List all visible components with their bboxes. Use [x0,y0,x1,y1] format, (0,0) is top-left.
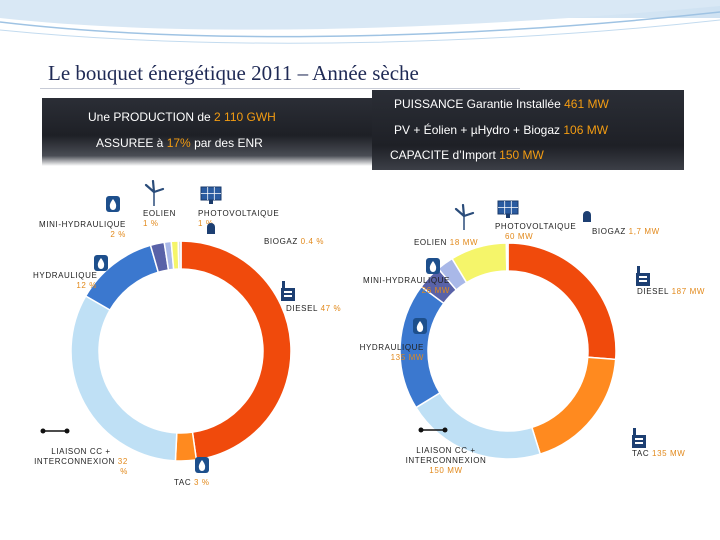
left-label-diesel: DIESEL 47 % [286,304,341,314]
label-value: 32 [117,457,128,466]
right-label-mini-hydraulique: MINI-HYDRAULIQUE 26 MW [350,276,450,296]
label-value: 18 MW [449,238,479,247]
label-name: HYDRAULIQUE [359,343,424,352]
water-drop-icon [426,258,440,274]
label-name: MINI-HYDRAULIQUE [39,220,126,229]
production-slice-biogaz [177,240,182,270]
guaranteed-power-label: PUISSANCE Garantie Installée [394,97,561,111]
label-value: 1,7 MW [628,227,660,236]
label-name: EOLIEN [143,209,176,218]
label-value: 12 % [76,281,97,290]
solar-panel-icon [200,186,222,204]
import-capacity-label: CAPACITE d’Import [390,148,496,162]
import-capacity-value: 150 MW [499,148,544,162]
label-value-unit: % [120,467,128,476]
label-name: HYDRAULIQUE [33,271,98,280]
biogas-tank-icon [583,211,591,222]
capacity-summary-box: PUISSANCE Garantie Installée 461 MW PV +… [372,90,684,170]
label-value: 3 % [194,478,210,487]
diesel-plant-icon [281,281,295,301]
label-name: EOLIEN [414,238,447,247]
renewables-power-value: 106 MW [563,123,609,137]
enr-share-suffix: par des ENR [194,136,263,150]
label-name: MINI-HYDRAULIQUE [363,276,450,285]
import-capacity-line: CAPACITE d’Import 150 MW [390,148,544,162]
right-label-diesel: DIESEL 187 MW [637,287,705,297]
enr-share-line: ASSUREE à 17% par des ENR [96,136,263,150]
label-name-1: LIAISON CC + [416,446,476,455]
wind-turbine-icon [454,204,475,230]
label-name: BIOGAZ [592,227,626,236]
label-name: BIOGAZ [264,237,298,246]
water-drop-icon [413,318,427,334]
production-summary-box: Une PRODUCTION de 2 110 GWH ASSUREE à 17… [42,98,372,166]
left-label-liaison: LIAISON CC + INTERCONNEXION 32 % [30,447,132,477]
renewables-power-label: PV + Éolien + µHydro + Biogaz [394,123,561,137]
label-name: DIESEL [637,287,669,296]
label-value: 60 MW [505,232,534,241]
left-label-mini-hydraulique: MINI-HYDRAULIQUE 2 % [30,220,126,240]
water-drop-icon [106,196,120,212]
right-label-biogaz: BIOGAZ 1,7 MW [592,227,660,237]
label-name: PHOTOVOLTAIQUE [198,209,280,218]
label-value: 150 MW [429,466,463,475]
label-name: PHOTOVOLTAIQUE [495,222,577,231]
diesel-plant-icon [636,266,650,286]
label-name: DIESEL [286,304,318,313]
right-label-hydraulique: HYDRAULIQUE 135 MW [344,343,424,363]
left-label-tac: TAC 3 % [174,478,210,488]
right-label-liaison: LIAISON CC + INTERCONNEXION 150 MW [396,446,496,476]
label-value: 135 MW [652,449,686,458]
left-label-biogaz: BIOGAZ 0.4 % [264,237,324,247]
guaranteed-power-value: 461 MW [564,97,609,111]
production-line: Une PRODUCTION de 2 110 GWH [88,110,276,124]
capacity-slice-biogaz [505,242,509,272]
label-name: TAC [632,449,650,458]
water-drop-icon [94,255,108,271]
renewables-power-line: PV + Éolien + µHydro + Biogaz 106 MW [394,123,608,137]
capacity-slice-tac [530,356,617,456]
right-label-photovoltaique: PHOTOVOLTAIQUE 60 MW [495,222,576,242]
label-value: 135 MW [390,353,424,362]
left-label-eolien: EOLIEN 1 % [143,209,176,229]
label-value: 26 MW [421,286,450,295]
production-label: Une PRODUCTION de [88,110,211,124]
label-value: 2 % [110,230,126,239]
title-divider [40,88,520,89]
diesel-plant-icon [632,428,646,448]
guaranteed-power-line: PUISSANCE Garantie Installée 461 MW [394,97,609,111]
solar-panel-icon [497,200,519,218]
enr-share-label: ASSUREE à [96,136,164,150]
wind-turbine-icon [144,180,165,206]
label-value: 0.4 % [300,237,325,246]
label-value: 1 % [198,219,214,228]
label-value: 187 MW [671,287,705,296]
biogas-tank-icon [207,223,215,234]
label-name-2: INTERCONNEXION [405,456,487,465]
left-label-hydraulique: HYDRAULIQUE 12 % [33,271,97,291]
water-drop-icon [195,457,209,473]
interconnection-cable-icon [40,428,70,434]
label-value: 47 % [320,304,342,313]
interconnection-cable-icon [418,427,448,433]
enr-share-value: 17% [166,136,191,150]
right-label-tac: TAC 135 MW [632,449,685,459]
left-label-photovoltaique: PHOTOVOLTAIQUE 1 % [198,209,279,229]
right-label-eolien: EOLIEN 18 MW [414,238,478,248]
label-name: TAC [174,478,192,487]
label-value: 1 % [143,219,159,228]
production-value: 2 110 GWH [214,110,276,124]
capacity-slice-diesel [507,242,617,361]
header-decoration [0,0,720,44]
label-name-2: INTERCONNEXION [34,457,115,466]
slide-title: Le bouquet énergétique 2011 – Année sèch… [48,61,419,85]
label-name-1: LIAISON CC + [51,447,111,456]
